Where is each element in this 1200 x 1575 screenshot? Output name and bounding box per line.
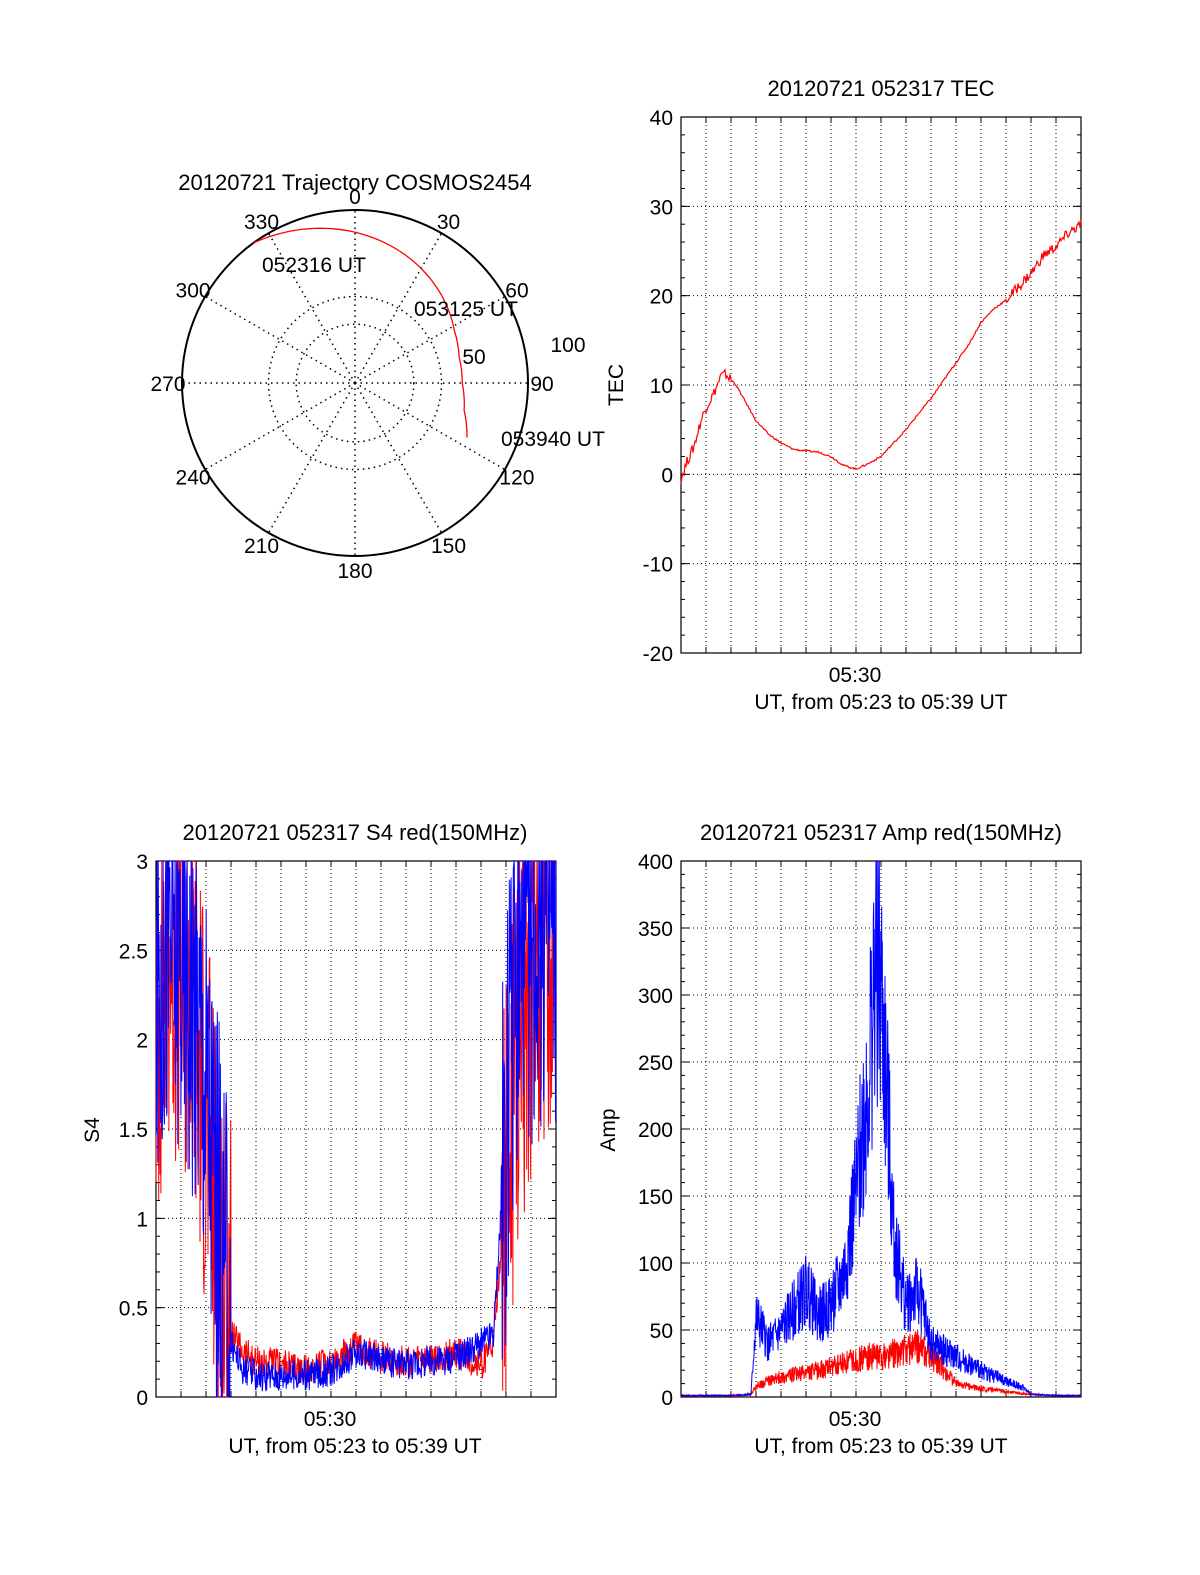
polar-spoke [267, 382, 356, 534]
polar-angle-label: 210 [244, 535, 279, 558]
polar-angle-label: 120 [499, 467, 534, 490]
polar-grid [181, 209, 529, 557]
polar-spoke [354, 295, 506, 384]
y-tick-label: 1 [136, 1208, 148, 1231]
y-tick-label: 150 [638, 1186, 673, 1209]
polar-angle-label: 90 [530, 373, 553, 396]
y-tick-label: 2 [136, 1030, 148, 1053]
polar-title: 20120721 Trajectory COSMOS2454 [178, 170, 531, 195]
y-tick-label: 2.5 [119, 940, 148, 963]
y-tick-label: 30 [650, 196, 673, 219]
polar-angle-label: 240 [176, 467, 211, 490]
series-line-blue [680, 860, 1082, 1398]
polar-angle-labels: 0 30 60 90 120 150 180 210 240 270 300 330 [150, 186, 553, 583]
polar-angle-label: 30 [437, 211, 460, 234]
trajectory-start-label: 052316 UT [262, 254, 366, 277]
tec-y-ticks: -20 -10 0 10 20 30 40 [643, 107, 673, 666]
amp-ylabel: Amp [597, 1108, 620, 1151]
trajectory-mid-label: 053125 UT [414, 298, 518, 321]
tec-panel: 20120721 052317 TEC -20 -10 0 10 20 30 40 05:3… [605, 76, 1082, 714]
tec-grid [680, 116, 1082, 654]
radius-label-100: 100 [550, 334, 585, 357]
polar-angle-label: 0 [349, 186, 361, 209]
series-line-blue [155, 860, 557, 1398]
y-tick-label: 400 [638, 851, 673, 874]
polar-spoke [354, 382, 506, 471]
s4-title: 20120721 052317 S4 red(150MHz) [183, 820, 528, 845]
s4-panel: 20120721 052317 S4 red(150MHz) 0 0.5 1 1.5 2… [81, 820, 557, 1458]
y-tick-label: 100 [638, 1253, 673, 1276]
polar-outer-circle [181, 209, 529, 557]
plot-frame [680, 860, 1082, 1398]
polar-angle-label: 270 [150, 373, 185, 396]
s4-y-ticks: 0 0.5 1 1.5 2 2.5 3 [119, 851, 148, 1410]
y-tick-label: 1.5 [119, 1119, 148, 1142]
y-tick-label: 250 [638, 1052, 673, 1075]
polar-spoke [354, 232, 443, 384]
y-tick-label: 3 [136, 851, 148, 874]
y-tick-label: -10 [643, 554, 673, 577]
polar-angle-label: 180 [337, 560, 372, 583]
polar-ring-inner [295, 323, 415, 443]
series-line-red [680, 219, 1082, 485]
polar-ring-50 [267, 295, 443, 471]
tec-series [680, 219, 1082, 485]
polar-angle-label: 300 [176, 280, 211, 303]
y-tick-label: -20 [643, 643, 673, 666]
tec-xlabel: UT, from 05:23 to 05:39 UT [754, 691, 1007, 714]
tec-title: 20120721 052317 TEC [767, 76, 994, 101]
s4-xlabel: UT, from 05:23 to 05:39 UT [228, 1435, 481, 1458]
s4-series [155, 860, 557, 1398]
amp-panel: 20120721 052317 Amp red(150MHz) 0 50 100 15… [597, 820, 1082, 1458]
polar-panel: 20120721 Trajectory COSMOS2454 0 30 60 90 12… [150, 170, 605, 583]
y-tick-label: 0.5 [119, 1298, 148, 1321]
amp-title: 20120721 052317 Amp red(150MHz) [700, 820, 1062, 845]
plot-frame [680, 116, 1082, 654]
radius-label-50: 50 [462, 346, 485, 369]
y-tick-label: 20 [650, 286, 673, 309]
trajectory-end-label: 053940 UT [501, 428, 605, 451]
tec-ylabel: TEC [605, 364, 628, 406]
s4-ylabel: S4 [81, 1117, 104, 1143]
amp-grid [680, 860, 1082, 1398]
y-tick-label: 50 [650, 1320, 673, 1343]
y-tick-label: 10 [650, 375, 673, 398]
y-tick-label: 300 [638, 985, 673, 1008]
polar-spoke [204, 382, 356, 471]
amp-xlabel: UT, from 05:23 to 05:39 UT [754, 1435, 1007, 1458]
tec-x-tick-0530: 05:30 [829, 664, 882, 687]
y-tick-label: 40 [650, 107, 673, 130]
polar-spoke [354, 382, 443, 534]
amp-y-ticks: 0 50 100 150 200 250 300 350 400 [638, 851, 673, 1410]
polar-spoke [204, 295, 356, 384]
y-tick-label: 0 [661, 464, 673, 487]
polar-angle-label: 60 [505, 280, 528, 303]
amp-x-tick-0530: 05:30 [829, 1408, 882, 1431]
polar-angle-label: 150 [431, 535, 466, 558]
y-tick-label: 0 [136, 1387, 148, 1410]
y-tick-label: 200 [638, 1119, 673, 1142]
y-tick-label: 0 [661, 1387, 673, 1410]
y-tick-label: 350 [638, 918, 673, 941]
amp-series [680, 860, 1082, 1399]
polar-spoke [267, 232, 356, 384]
trajectory-line [253, 227, 468, 438]
polar-angle-label: 330 [244, 211, 279, 234]
s4-x-tick-0530: 05:30 [304, 1408, 357, 1431]
